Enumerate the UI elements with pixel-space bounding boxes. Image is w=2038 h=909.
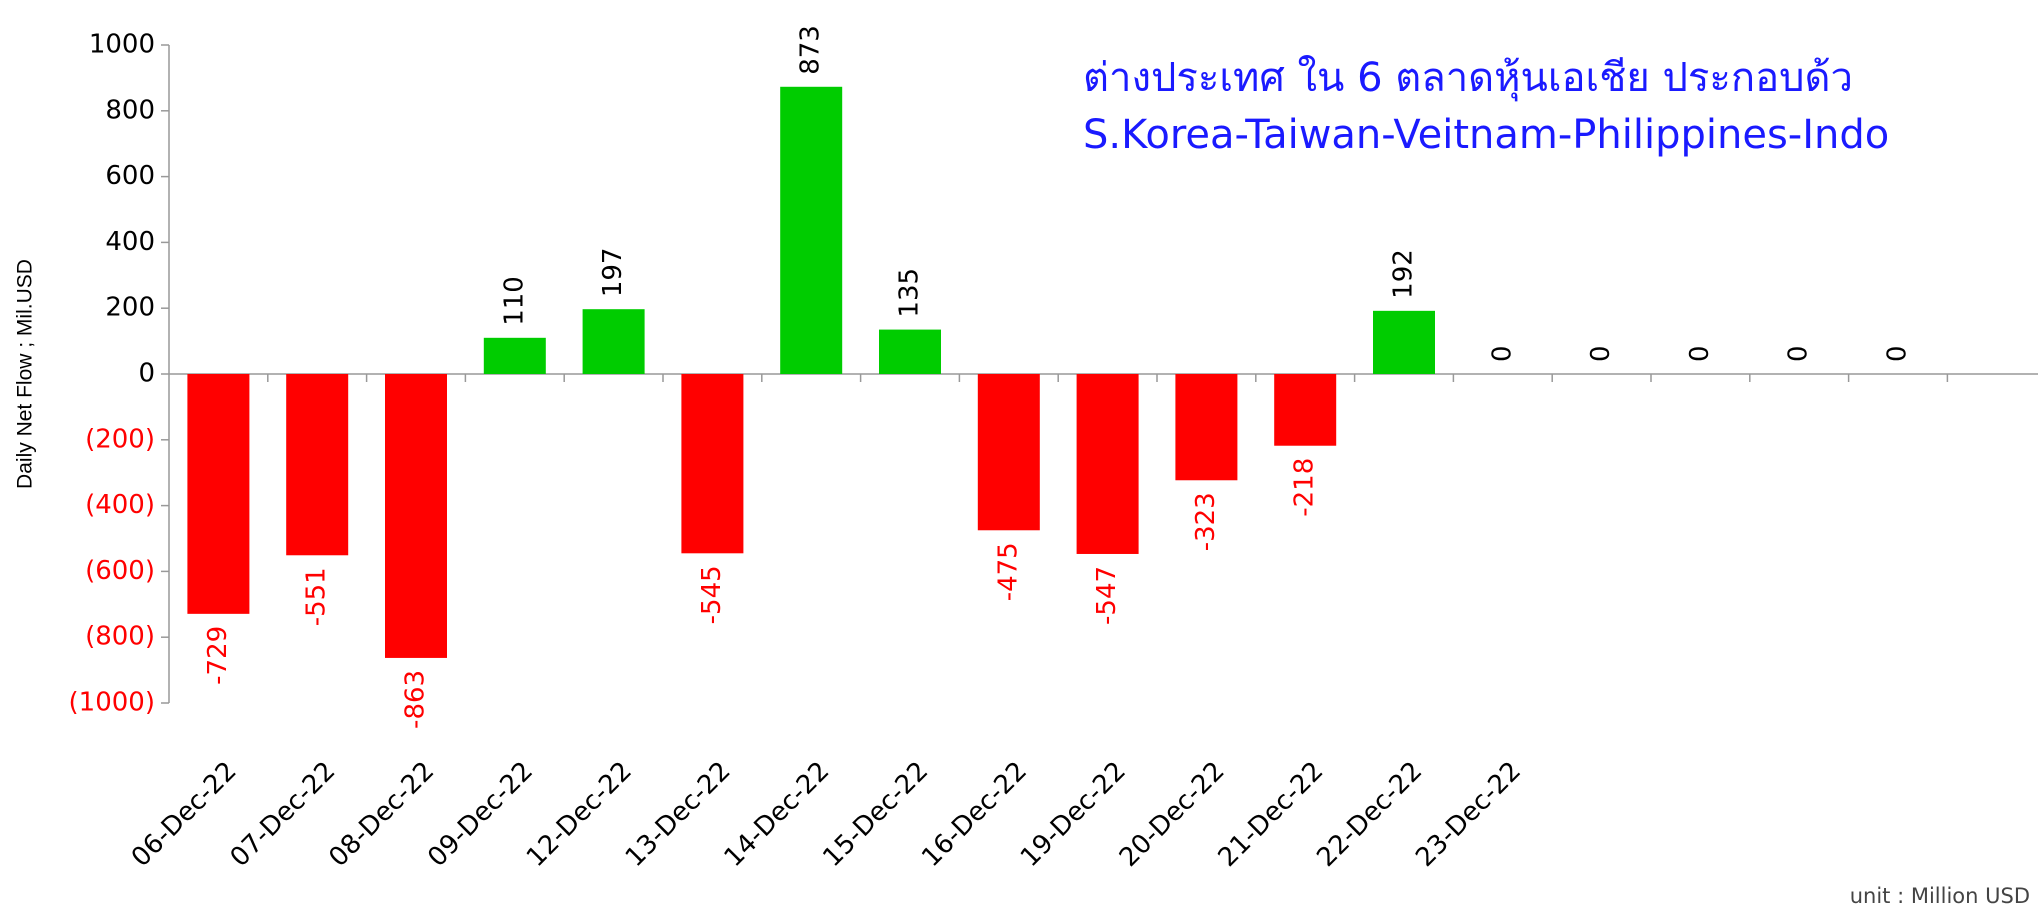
- x-tick-label: 07-Dec-22: [225, 756, 342, 873]
- title-line: S.Korea-Taiwan-Veitnam-Philippines-Indo: [1083, 112, 1889, 158]
- value-label: 110: [499, 276, 529, 326]
- value-label: -551: [302, 567, 332, 626]
- value-label: 0: [1883, 345, 1913, 362]
- bar: [681, 374, 744, 554]
- bar: [483, 337, 546, 374]
- y-tick-label: (400): [85, 490, 155, 520]
- x-tick-label: 16-Dec-22: [916, 756, 1033, 873]
- value-label: -545: [697, 565, 727, 624]
- bar: [1076, 374, 1139, 554]
- bar: [977, 374, 1040, 531]
- value-label: 135: [895, 268, 925, 318]
- bar: [385, 374, 447, 658]
- x-tick-label: 19-Dec-22: [1015, 756, 1132, 873]
- x-tick-label: 20-Dec-22: [1114, 756, 1231, 873]
- value-label: 0: [1784, 345, 1814, 362]
- y-axis-label: Daily Net Flow ; Mil.USD: [14, 259, 37, 489]
- value-label: -729: [203, 626, 233, 685]
- y-tick-label: 400: [105, 227, 155, 257]
- bar: [187, 374, 250, 614]
- y-tick-label: 200: [105, 293, 155, 323]
- x-tick-label: 06-Dec-22: [126, 756, 243, 873]
- bar: [780, 86, 843, 375]
- value-label: -323: [1191, 492, 1221, 551]
- x-tick-label: 08-Dec-22: [323, 756, 440, 873]
- x-tick-label: 13-Dec-22: [620, 756, 737, 873]
- bar: [1373, 310, 1435, 374]
- x-tick-label: 14-Dec-22: [719, 756, 836, 873]
- x-tick-label: 09-Dec-22: [422, 756, 539, 873]
- bar: [286, 374, 349, 556]
- bar: [582, 309, 645, 374]
- y-tick-label: 600: [105, 161, 155, 191]
- value-label: 0: [1586, 345, 1616, 362]
- x-tick-label: 12-Dec-22: [521, 756, 638, 873]
- value-label: -475: [993, 542, 1023, 601]
- value-label: 0: [1685, 345, 1715, 362]
- x-tick-label: 21-Dec-22: [1213, 756, 1330, 873]
- bar: [1274, 374, 1337, 446]
- value-label: 197: [598, 248, 628, 298]
- y-tick-label: 0: [138, 359, 155, 389]
- value-label: -218: [1290, 458, 1320, 517]
- y-tick-label: (800): [85, 622, 155, 652]
- value-label: -863: [401, 670, 431, 729]
- y-tick-label: 1000: [89, 30, 155, 60]
- y-tick-label: (1000): [69, 688, 155, 718]
- unit-note: unit : Million USD: [1850, 884, 2030, 908]
- bar: [1175, 374, 1238, 481]
- x-tick-label: 15-Dec-22: [817, 756, 934, 873]
- value-label: -547: [1092, 566, 1122, 625]
- y-tick-label: 800: [105, 95, 155, 125]
- x-tick-label: 23-Dec-22: [1410, 756, 1527, 873]
- title-line: ต่างประเทศ ใน 6 ตลาดหุ้นเอเชีย ประกอบด้ว: [1083, 54, 1853, 102]
- x-tick-label: 22-Dec-22: [1311, 756, 1428, 873]
- value-label: 192: [1389, 249, 1419, 299]
- y-tick-label: (600): [85, 556, 155, 586]
- value-label: 0: [1487, 345, 1517, 362]
- value-label: 873: [796, 25, 826, 75]
- y-tick-label: (200): [85, 424, 155, 454]
- bar: [879, 329, 941, 374]
